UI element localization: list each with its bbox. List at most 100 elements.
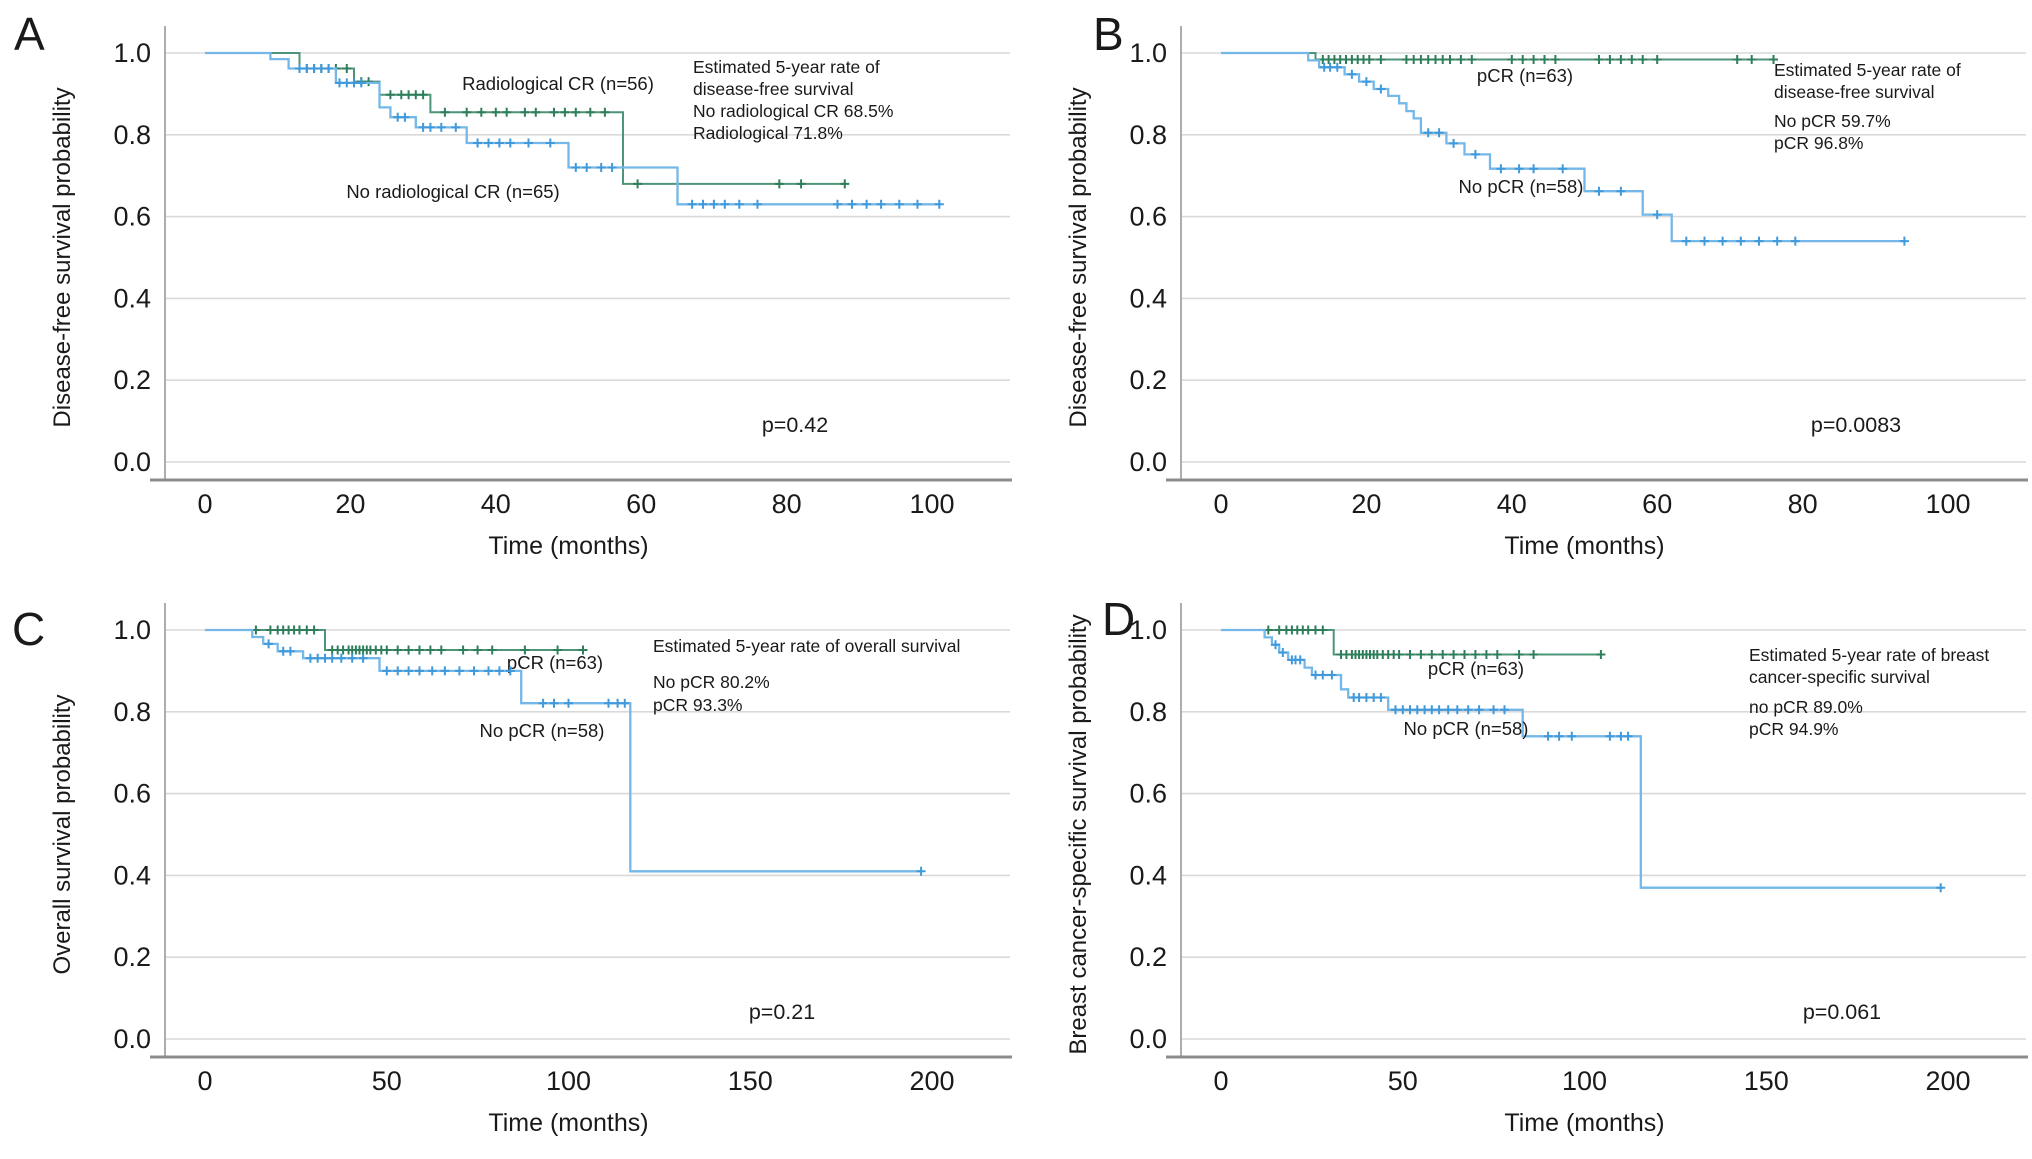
annotation-line: Estimated 5-year rate of (1774, 60, 1961, 80)
y-tick-label: 0.0 (113, 447, 151, 477)
y-tick-label: 1.0 (113, 615, 151, 645)
x-tick-label: 0 (197, 489, 212, 519)
x-tick-label: 150 (1744, 1066, 1789, 1096)
panel-B-svg: 1.0 0.8 0.6 0.4 0.2 0.0 0 20 40 60 80 100 Time (mont… (1065, 8, 2028, 560)
x-tick-label: 100 (1925, 489, 1970, 519)
p-value-label: p=0.21 (749, 1000, 815, 1024)
y-tick-label: 0.2 (113, 365, 151, 395)
series-label: No radiological CR (n=65) (346, 181, 559, 202)
panel-D-svg: 1.0 0.8 0.6 0.4 0.2 0.0 0 50 100 150 200 Time (mont… (1065, 593, 2028, 1137)
y-tick-label: 0.4 (1129, 860, 1167, 890)
p-value-label: p=0.061 (1803, 1000, 1881, 1024)
x-tick-label: 60 (626, 489, 656, 519)
km-curve (205, 51, 940, 206)
annotation-line: disease-free survival (1774, 82, 1934, 102)
panel-letter: B (1093, 8, 1124, 60)
y-tick-label: 0.0 (113, 1024, 151, 1054)
y-axis-title: Breast cancer-specific survival probabil… (1065, 614, 1092, 1054)
y-tick-label: 0.6 (113, 779, 151, 809)
censor-marks (1319, 62, 1909, 246)
y-tick-label: 0.4 (1129, 283, 1167, 313)
censor-marks (295, 64, 944, 209)
panel-C: 1.0 0.8 0.6 0.4 0.2 0.0 0 50 100 150 200 Time (mont… (0, 577, 1016, 1154)
y-tick-label: 0.0 (1129, 1024, 1167, 1054)
panel-D: 1.0 0.8 0.6 0.4 0.2 0.0 0 50 100 150 200 Time (mont… (1016, 577, 2032, 1154)
x-tick-label: 60 (1642, 489, 1672, 519)
annotation-line: No radiological CR 68.5% (693, 101, 893, 121)
x-axis-title: Time (months) (488, 532, 648, 560)
annotation-line: no pCR 89.0% (1749, 697, 1863, 717)
x-axis-title: Time (months) (488, 1109, 648, 1137)
series-label: Radiological CR (n=56) (462, 73, 654, 94)
annotation-line: cancer-specific survival (1749, 667, 1930, 687)
y-tick-label: 1.0 (113, 38, 151, 68)
y-axis-title: Disease-free survival probability (1065, 87, 1092, 427)
annotation-line: Estimated 5-year rate of breast (1749, 645, 1989, 665)
p-value-label: p=0.42 (762, 413, 828, 437)
y-tick-label: 1.0 (1129, 38, 1167, 68)
y-tick-label: 0.8 (1129, 120, 1167, 150)
km-curve (205, 628, 922, 873)
x-tick-label: 40 (1497, 489, 1527, 519)
series-label: pCR (n=63) (1428, 658, 1524, 679)
censor-marks (1271, 640, 1946, 893)
x-tick-label: 0 (1213, 1066, 1228, 1096)
annotation-line: pCR 96.8% (1774, 133, 1864, 153)
x-tick-label: 20 (1351, 489, 1381, 519)
x-tick-label: 200 (909, 1066, 954, 1096)
annotation-line: pCR 94.9% (1749, 719, 1839, 739)
x-tick-label: 150 (728, 1066, 773, 1096)
x-axis-title: Time (months) (1504, 532, 1664, 560)
x-tick-label: 50 (1388, 1066, 1418, 1096)
y-tick-label: 0.4 (113, 283, 151, 313)
panel-B: 1.0 0.8 0.6 0.4 0.2 0.0 0 20 40 60 80 100 Time (mont… (1016, 0, 2032, 577)
y-axis-title: Disease-free survival probability (49, 87, 76, 427)
panel-A-svg: 1.0 0.8 0.6 0.4 0.2 0.0 0 20 40 60 80 100 Time (mont… (14, 8, 1012, 560)
y-axis-title: Overall survival probability (49, 694, 76, 974)
y-tick-label: 0.8 (1129, 697, 1167, 727)
km-curve (205, 629, 583, 651)
series-label: pCR (n=63) (1477, 65, 1573, 86)
km-curve (1221, 51, 1905, 243)
panel-A: 1.0 0.8 0.6 0.4 0.2 0.0 0 20 40 60 80 100 Time (mont… (0, 0, 1016, 577)
y-tick-label: 0.2 (113, 942, 151, 972)
censor-marks (1263, 625, 1606, 659)
annotation-line: Estimated 5-year rate of (693, 57, 880, 77)
p-value-label: p=0.0083 (1811, 413, 1901, 437)
x-axis-title: Time (months) (1504, 1109, 1664, 1137)
censor-marks (251, 625, 588, 655)
y-tick-label: 0.4 (113, 860, 151, 890)
y-tick-label: 0.6 (1129, 779, 1167, 809)
annotation-line: disease-free survival (693, 79, 853, 99)
annotation-line: Estimated 5-year rate of overall surviva… (653, 636, 960, 656)
x-tick-label: 0 (197, 1066, 212, 1096)
y-tick-label: 0.6 (1129, 202, 1167, 232)
y-tick-label: 0.2 (1129, 942, 1167, 972)
panel-letter: D (1102, 593, 1135, 645)
y-tick-label: 0.8 (113, 697, 151, 727)
series-label: No pCR (n=58) (1404, 718, 1529, 739)
x-tick-label: 100 (909, 489, 954, 519)
x-tick-label: 80 (1788, 489, 1818, 519)
km-curve (1221, 628, 1941, 889)
x-tick-label: 100 (1562, 1066, 1607, 1096)
y-tick-label: 1.0 (1129, 615, 1167, 645)
y-tick-label: 0.2 (1129, 365, 1167, 395)
x-tick-label: 40 (481, 489, 511, 519)
censor-marks (1318, 55, 1778, 64)
series-label: No pCR (n=58) (480, 720, 605, 741)
x-tick-label: 80 (772, 489, 802, 519)
x-tick-label: 0 (1213, 489, 1228, 519)
x-tick-label: 50 (372, 1066, 402, 1096)
annotation-line: Radiological 71.8% (693, 123, 843, 143)
annotation-line: pCR 93.3% (653, 695, 743, 715)
y-tick-label: 0.0 (1129, 447, 1167, 477)
x-tick-label: 100 (546, 1066, 591, 1096)
series-label: pCR (n=63) (507, 652, 603, 673)
annotation-line: No pCR 59.7% (1774, 111, 1891, 131)
panel-letter: A (14, 8, 45, 60)
panel-letter: C (12, 603, 45, 655)
annotation-line: No pCR 80.2% (653, 672, 770, 692)
y-tick-label: 0.6 (113, 202, 151, 232)
